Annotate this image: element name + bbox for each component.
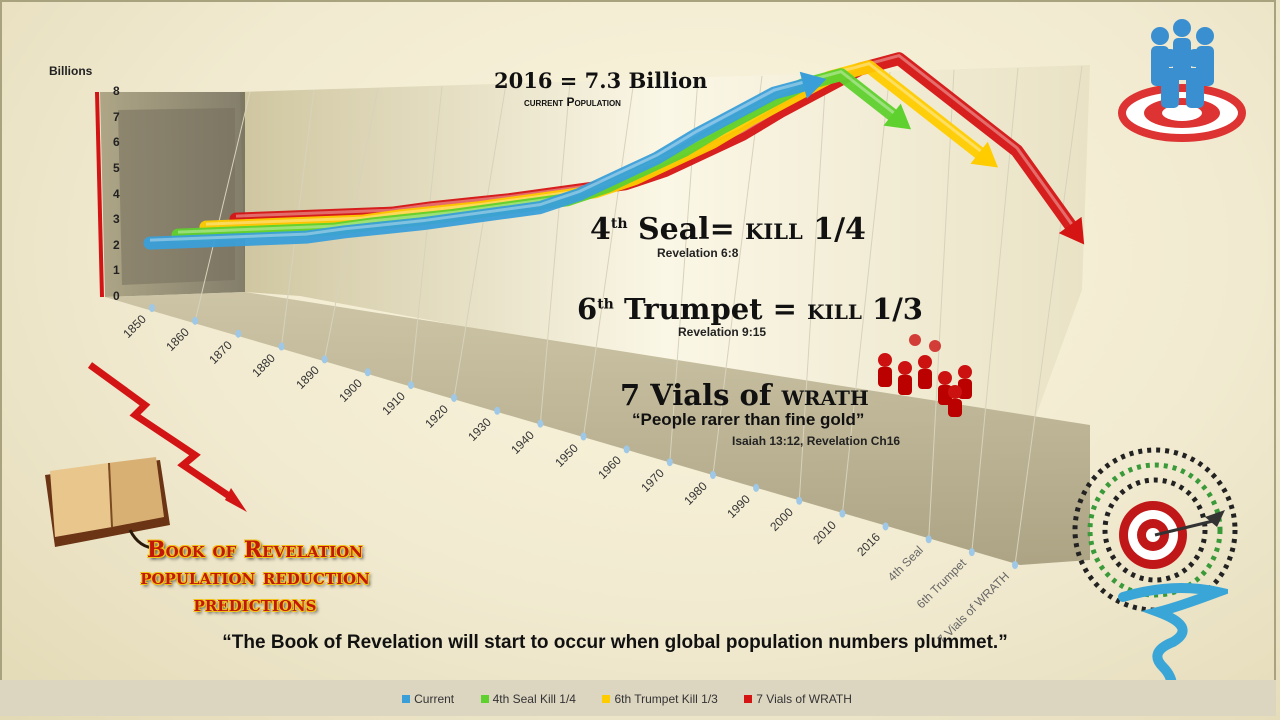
x-tick-marker bbox=[235, 329, 242, 338]
grid-line bbox=[583, 79, 635, 437]
x-tick-marker bbox=[623, 445, 630, 454]
legend-swatch bbox=[480, 695, 489, 703]
trumpet-title: 6th Trumpet = kill 1/3 bbox=[577, 292, 923, 326]
x-tick-marker bbox=[278, 342, 285, 351]
legend-swatch bbox=[602, 695, 611, 703]
x-tick-marker bbox=[192, 316, 199, 325]
grid-line bbox=[712, 75, 763, 476]
tornado-icon bbox=[1118, 583, 1228, 707]
x-tick-marker bbox=[580, 432, 587, 441]
x-tick-marker bbox=[494, 406, 501, 415]
x-tick-marker bbox=[882, 522, 889, 531]
x-tick-marker bbox=[537, 419, 544, 428]
population-circle-target-icon bbox=[1072, 447, 1238, 613]
seal-title: 4th Seal= kill 1/4 bbox=[590, 212, 866, 247]
y-axis-title: Billions bbox=[49, 64, 93, 78]
trumpet-reference: Revelation 9:15 bbox=[678, 325, 767, 339]
chart-gridlines bbox=[194, 65, 1083, 566]
people-target-icon bbox=[1118, 19, 1246, 142]
x-tick-marker bbox=[321, 355, 328, 364]
series-arrowhead bbox=[883, 103, 912, 130]
x-tick-marker bbox=[149, 304, 155, 312]
chart-axis bbox=[95, 91, 1018, 569]
vials-title: 7 Vials of wrath bbox=[620, 378, 869, 412]
grid-line bbox=[539, 81, 571, 424]
grid-line bbox=[798, 73, 827, 501]
y-tick-label: 0 bbox=[113, 289, 120, 303]
seal-reference: Revelation 6:8 bbox=[657, 246, 739, 260]
x-tick-marker bbox=[968, 548, 975, 557]
footer-quote: “The Book of Revelation will start to oc… bbox=[222, 632, 1008, 653]
x-tick-marker bbox=[666, 458, 673, 467]
legend-item-current: Current bbox=[402, 692, 454, 706]
x-tick-marker bbox=[753, 483, 760, 492]
title-line-2: population reduction bbox=[140, 564, 370, 590]
grid-line bbox=[841, 71, 891, 514]
lightning-arrow-icon bbox=[87, 362, 247, 512]
vials-quote: “People rarer than fine gold” bbox=[632, 410, 865, 429]
x-tick-marker bbox=[925, 535, 932, 544]
series-arrowhead bbox=[799, 71, 827, 99]
red-people-icon bbox=[878, 334, 972, 417]
title-line-3: predictions bbox=[193, 591, 317, 617]
y-tick-label: 7 bbox=[113, 109, 120, 124]
bible-icon bbox=[45, 457, 170, 550]
chart-back-wall bbox=[240, 65, 1090, 432]
grid-line bbox=[194, 91, 251, 321]
grid-line bbox=[928, 69, 955, 540]
chart-legend: Current 4th Seal Kill 1/4 6th Trumpet Ki… bbox=[0, 680, 1276, 716]
x-tick-marker bbox=[364, 368, 371, 377]
x-tick-marker bbox=[1012, 561, 1018, 569]
y-tick-label: 3 bbox=[113, 212, 120, 227]
vials-reference: Isaiah 13:12, Revelation Ch16 bbox=[732, 434, 901, 448]
current-population-sub: current Population bbox=[524, 95, 621, 109]
legend-item-4th-seal: 4th Seal Kill 1/4 bbox=[480, 692, 576, 706]
x-tick-marker bbox=[407, 381, 414, 390]
grid-line bbox=[410, 85, 443, 386]
x-tick-marker bbox=[796, 496, 803, 505]
legend-item-6th-trumpet: 6th Trumpet Kill 1/3 bbox=[602, 692, 718, 706]
y-tick-label: 5 bbox=[113, 160, 120, 175]
y-tick-label: 8 bbox=[113, 84, 120, 98]
legend-swatch bbox=[402, 695, 411, 703]
grid-line bbox=[453, 83, 507, 399]
y-axis-line bbox=[95, 91, 104, 298]
slide-title: Book of Revelation population reduction … bbox=[90, 537, 420, 618]
x-tick-marker bbox=[709, 471, 716, 480]
legend-swatch bbox=[744, 695, 753, 703]
legend-item-7-vials: 7 Vials of WRATH bbox=[744, 692, 852, 706]
y-tick-label: 1 bbox=[113, 263, 120, 278]
y-tick-label: 4 bbox=[113, 186, 120, 201]
y-tick-label: 2 bbox=[113, 237, 120, 252]
x-tick-marker bbox=[451, 393, 458, 402]
series-line bbox=[143, 76, 820, 250]
grid-line bbox=[1014, 65, 1083, 566]
series-arrowhead bbox=[1058, 216, 1085, 245]
series-highlight bbox=[149, 78, 814, 242]
chart-series bbox=[143, 52, 1085, 250]
x-tick-marker bbox=[839, 509, 846, 518]
series-arrowhead bbox=[970, 141, 999, 168]
y-tick-label: 6 bbox=[113, 135, 120, 150]
title-line-1: Book of Revelation bbox=[147, 537, 363, 563]
current-population-label: 2016 = 7.3 Billion bbox=[494, 68, 708, 93]
